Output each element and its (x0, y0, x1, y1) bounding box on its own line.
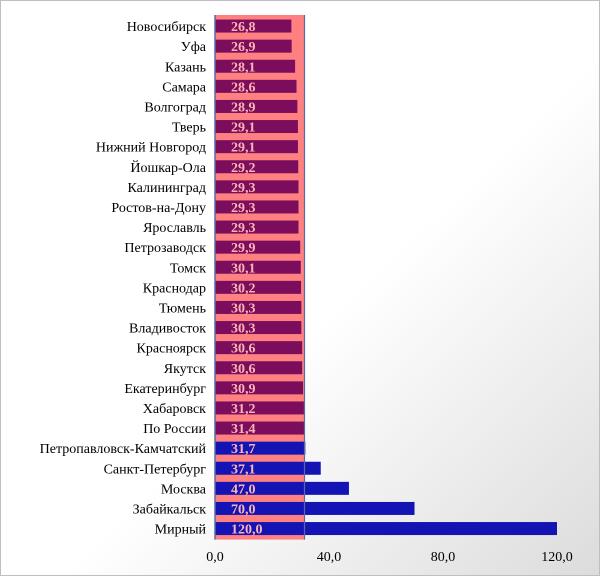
category-label: Казань (165, 60, 206, 75)
category-label: Красноярск (137, 342, 207, 357)
data-label: 29,2 (231, 161, 256, 176)
category-label: Владивосток (129, 322, 206, 337)
data-label: 28,6 (231, 80, 256, 95)
data-label: 30,3 (231, 322, 256, 337)
bar (215, 39, 292, 53)
bar (215, 180, 299, 194)
category-label: Волгоград (144, 100, 206, 115)
bar (215, 99, 298, 113)
category-label: Хабаровск (143, 402, 206, 417)
x-tick-label: 0,0 (206, 550, 224, 565)
category-label: Ростов-на-Дону (111, 201, 206, 216)
data-label: 37,1 (231, 462, 256, 477)
x-tick-label: 40,0 (317, 550, 342, 565)
data-label: 26,8 (231, 20, 256, 35)
category-label: По России (143, 422, 206, 437)
category-label: Забайкальск (133, 502, 207, 517)
bar (215, 321, 302, 335)
bar (215, 140, 298, 154)
data-label: 29,9 (231, 241, 256, 256)
data-label: 29,3 (231, 221, 256, 236)
data-label: 70,0 (231, 502, 256, 517)
bar (215, 481, 349, 495)
data-label: 31,4 (231, 422, 256, 437)
data-label: 47,0 (231, 482, 256, 497)
data-label: 30,6 (231, 362, 256, 377)
bar (215, 300, 302, 314)
bar (215, 160, 299, 174)
data-label: 31,7 (231, 442, 256, 457)
data-label: 29,3 (231, 201, 256, 216)
data-label: 28,1 (231, 60, 256, 75)
bar (215, 441, 306, 455)
category-label: Петрозаводск (124, 241, 206, 256)
bar (215, 59, 296, 73)
data-label: 29,1 (231, 121, 256, 136)
category-label: Санкт-Петербург (104, 462, 207, 477)
category-label: Краснодар (143, 281, 206, 296)
category-label: Ярославль (143, 221, 206, 236)
data-label: 28,9 (231, 100, 256, 115)
bar (215, 341, 303, 355)
bar (215, 401, 304, 415)
bar (215, 381, 304, 395)
bar (215, 19, 292, 33)
data-label: 30,1 (231, 261, 256, 276)
category-label: Нижний Новгород (96, 141, 206, 156)
reference-band (215, 15, 305, 540)
category-label: Тюмень (159, 301, 206, 316)
category-label: Калининград (127, 181, 206, 196)
bar (215, 361, 303, 375)
bar (215, 240, 301, 254)
x-tick-label: 120,0 (541, 550, 573, 565)
data-label: 30,6 (231, 342, 256, 357)
category-label: Екатеринбург (124, 382, 206, 397)
bar (215, 200, 299, 214)
data-label: 30,2 (231, 281, 256, 296)
data-label: 30,9 (231, 382, 256, 397)
category-label: Томск (170, 261, 206, 276)
category-label: Тверь (172, 121, 206, 136)
bar (215, 280, 302, 294)
category-label: Йошкар-Ола (130, 159, 206, 176)
bar (215, 522, 557, 536)
bar (215, 461, 321, 475)
category-label: Уфа (181, 40, 207, 55)
data-label: 31,2 (231, 402, 256, 417)
category-label: Москва (161, 482, 207, 497)
bar (215, 220, 299, 234)
bar (215, 260, 301, 274)
data-label: 29,1 (231, 141, 256, 156)
bar (215, 501, 415, 515)
data-label: 26,9 (231, 40, 256, 55)
category-label: Якутск (164, 362, 206, 377)
bar (215, 120, 298, 134)
category-label: Петропавловск-Камчатский (40, 442, 207, 457)
bar (215, 79, 297, 93)
category-label: Новосибирск (127, 20, 207, 35)
data-label: 30,3 (231, 301, 256, 316)
x-tick-label: 80,0 (431, 550, 456, 565)
bar (215, 421, 305, 435)
data-label: 29,3 (231, 181, 256, 196)
data-label: 120,0 (231, 523, 263, 538)
category-label: Самара (162, 80, 207, 95)
category-label: Мирный (155, 523, 207, 538)
